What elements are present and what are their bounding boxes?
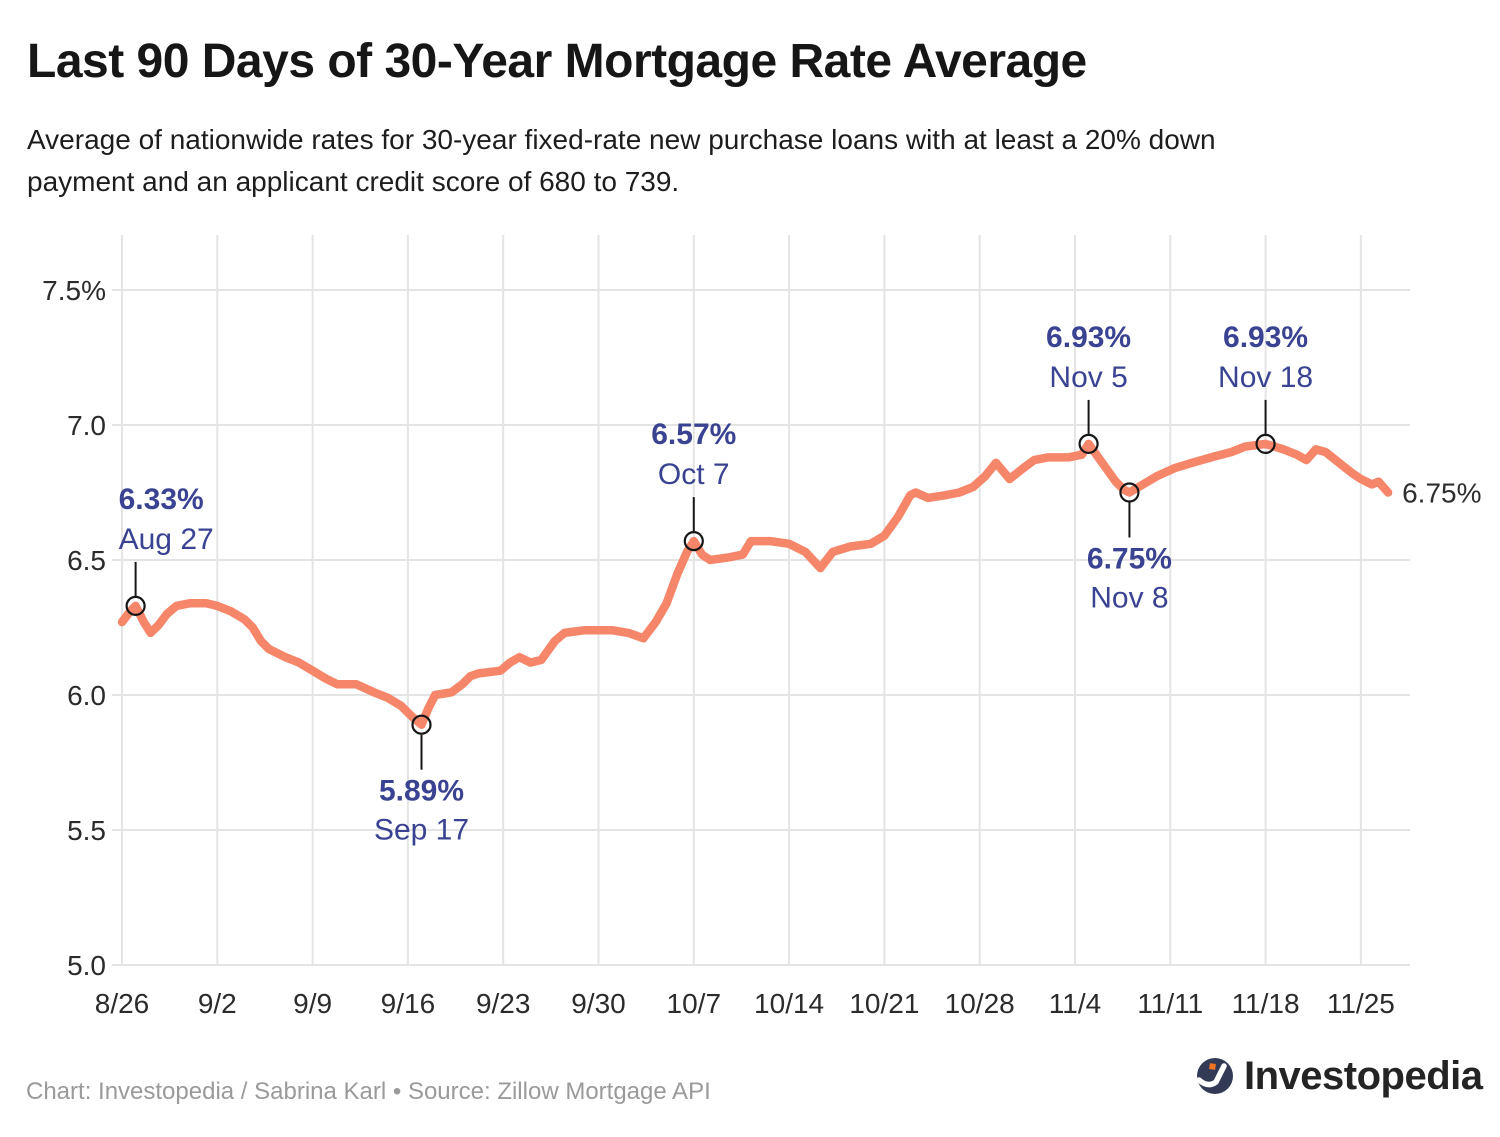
investopedia-logo-text: Investopedia [1244,1053,1483,1098]
annotation-marker [1119,482,1140,503]
x-tick-label: 11/11 [1137,988,1203,1019]
mortgage-rate-line-chart: 6.75% 8/26 9/2 9/9 9/16 9/23 9/30 10/7 10/14 10/… [42,235,1482,1019]
y-tick-label: 7.5% [42,275,106,306]
annotation-rate-label: 6.93% [1046,321,1131,354]
x-tick-label: 9/9 [293,988,332,1019]
annotation-marker [683,530,704,552]
y-tick-label: 5.0 [67,950,106,981]
x-tick-label: 10/7 [667,988,722,1019]
chart-credit: Chart: Investopedia / Sabrina Karl • Sou… [26,1078,711,1105]
chart-subtitle-line-2: payment and an applicant credit score of… [27,166,680,197]
x-tick-label: 8/26 [95,988,150,1019]
annotation-date-label: Aug 27 [119,523,214,556]
annotation-date-label: Nov 8 [1090,582,1168,615]
y-tick-label: 6.0 [67,680,106,711]
x-tick-label: 9/2 [198,988,237,1019]
annotation-rate-label: 6.75% [1087,543,1172,576]
investopedia-logo: Investopedia [1196,1054,1483,1098]
annotation-marker [1255,433,1276,454]
x-tick-label: 9/30 [571,988,626,1019]
annotation-rate-label: 6.93% [1223,321,1308,354]
page-title: Last 90 Days of 30-Year Mortgage Rate Av… [27,35,1087,88]
rate-line [117,439,1393,729]
y-tick-label: 7.0 [67,410,106,441]
annotation-date-label: Oct 7 [658,458,730,491]
annotation-marker [411,714,432,735]
annotation-rate-label: 6.57% [651,418,736,451]
annotation-rate-label: 5.89% [379,775,464,808]
x-tick-label: 10/28 [945,988,1015,1019]
end-value-label: 6.75% [1402,478,1481,509]
annotation-date-label: Nov 18 [1218,361,1313,394]
chart-subtitle: Average of nationwide rates for 30-year … [27,119,1216,203]
annotation-date-label: Sep 17 [374,814,469,847]
investopedia-logo-icon [1196,1058,1233,1094]
annotation-rate-label: 6.33% [119,483,204,516]
annotation-marker [1078,433,1099,454]
chart-subtitle-line-1: Average of nationwide rates for 30-year … [27,124,1216,155]
x-tick-label: 9/23 [476,988,531,1019]
x-tick-label: 9/16 [381,988,436,1019]
annotation-date-label: Nov 5 [1049,361,1127,394]
x-tick-label: 10/21 [849,988,919,1019]
x-tick-label: 11/4 [1049,988,1101,1019]
y-tick-label: 6.5 [67,545,106,576]
y-tick-label: 5.5 [67,815,106,846]
x-tick-label: 11/18 [1232,988,1300,1019]
annotation-marker [125,595,146,617]
x-tick-label: 11/25 [1327,988,1395,1019]
x-tick-label: 10/14 [754,988,824,1019]
